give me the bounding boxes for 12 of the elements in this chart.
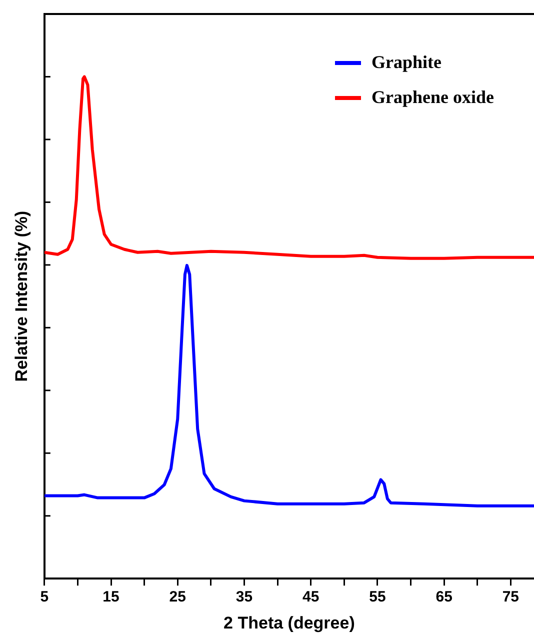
x-axis-title: 2 Theta (degree) (224, 613, 355, 632)
legend-label: Graphene oxide (371, 87, 494, 108)
x-tick-label: 45 (302, 588, 320, 606)
x-tick-label: 15 (102, 588, 120, 606)
x-tick-label: 65 (436, 588, 452, 606)
x-tick-label: 5 (40, 588, 49, 606)
x-tick-label: 35 (236, 588, 253, 606)
x-tick-label: 75 (502, 588, 520, 606)
x-tick-label: 55 (369, 588, 386, 606)
y-axis-title: Relative Intensity (%) (12, 210, 31, 382)
legend-label: Graphite (371, 52, 442, 73)
x-tick-label: 25 (169, 588, 186, 606)
